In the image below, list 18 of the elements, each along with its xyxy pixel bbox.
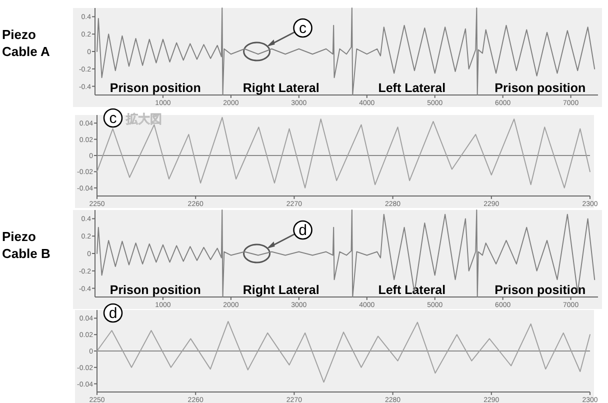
annotation: Prison position bbox=[110, 81, 201, 95]
line-series bbox=[96, 320, 590, 383]
line-series bbox=[96, 210, 596, 298]
annotation: Right Lateral bbox=[242, 81, 320, 95]
annotation: d bbox=[298, 222, 307, 239]
y-axis-title: Piezo Cable B bbox=[2, 228, 52, 262]
annotation: Left Lateral bbox=[378, 81, 446, 95]
annotation: Prison position bbox=[110, 283, 201, 297]
annotation: Right Lateral bbox=[242, 283, 320, 297]
annotation: c bbox=[109, 110, 118, 127]
annotation: 拡大図 bbox=[125, 112, 162, 126]
annotation: Left Lateral bbox=[378, 283, 446, 297]
line-series bbox=[96, 8, 596, 96]
annotation: d bbox=[108, 305, 118, 322]
y-axis-title: Piezo Cable A bbox=[2, 26, 51, 60]
annotation: Prison position bbox=[494, 81, 586, 95]
annotation: Prison position bbox=[494, 283, 586, 297]
annotation: c bbox=[299, 20, 308, 37]
